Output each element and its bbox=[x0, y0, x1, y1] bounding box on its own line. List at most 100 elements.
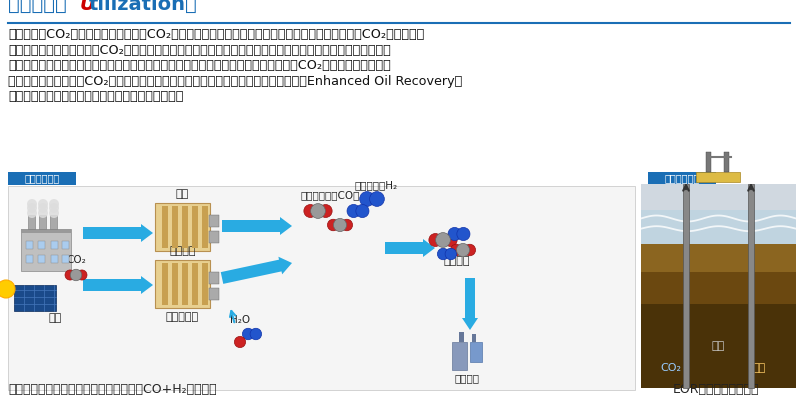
Circle shape bbox=[27, 203, 37, 213]
Bar bbox=[209, 288, 219, 300]
Text: しては、油田の油層にCO₂を圧入して、原油をより回収しやすくする石油増進回収（Enhanced Oil Recovery）: しては、油田の油層にCO₂を圧入して、原油をより回収しやすくする石油増進回収（E… bbox=[8, 74, 462, 87]
Circle shape bbox=[445, 248, 457, 260]
Bar bbox=[683, 184, 689, 388]
Circle shape bbox=[347, 204, 360, 217]
Bar bbox=[38, 255, 45, 263]
Text: ルギーを使うなど、できるだけ化石燃料を使わない方法が研究されています。また、CO₂を直接利用する例と: ルギーを使うなど、できるだけ化石燃料を使わない方法が研究されています。また、CO… bbox=[8, 59, 390, 72]
Text: H₂O: H₂O bbox=[230, 315, 250, 325]
Bar bbox=[28, 215, 35, 229]
Text: CO₂: CO₂ bbox=[66, 255, 86, 265]
Text: 変換利用の例: 変換利用の例 bbox=[24, 173, 60, 184]
FancyBboxPatch shape bbox=[8, 186, 635, 390]
Bar bbox=[209, 231, 219, 243]
Circle shape bbox=[360, 191, 374, 206]
Circle shape bbox=[49, 199, 59, 209]
Circle shape bbox=[0, 280, 15, 298]
Bar bbox=[26, 241, 33, 249]
Circle shape bbox=[234, 336, 246, 348]
Bar bbox=[162, 206, 168, 248]
Bar bbox=[192, 206, 198, 248]
FancyBboxPatch shape bbox=[648, 172, 716, 185]
Bar bbox=[472, 334, 476, 342]
Circle shape bbox=[77, 270, 87, 280]
Bar bbox=[470, 342, 482, 362]
Bar bbox=[209, 215, 219, 227]
Circle shape bbox=[310, 204, 326, 218]
Text: 資源としてCO₂を有効利用するには、CO₂を燃料やプラスチックなどに変換して利用する方法と、CO₂のまま直接: 資源としてCO₂を有効利用するには、CO₂を燃料やプラスチックなどに変換して利用… bbox=[8, 28, 424, 41]
Polygon shape bbox=[385, 239, 435, 257]
Circle shape bbox=[448, 227, 461, 241]
Bar bbox=[172, 206, 178, 248]
Bar bbox=[192, 263, 198, 305]
Circle shape bbox=[242, 328, 254, 340]
Circle shape bbox=[370, 191, 384, 206]
Bar bbox=[62, 241, 69, 249]
Bar bbox=[50, 215, 57, 229]
Bar bbox=[641, 304, 796, 388]
Text: 廃熱: 廃熱 bbox=[176, 189, 189, 199]
Polygon shape bbox=[221, 257, 292, 284]
Circle shape bbox=[38, 199, 48, 209]
Circle shape bbox=[341, 219, 353, 231]
Circle shape bbox=[429, 234, 442, 247]
Circle shape bbox=[327, 219, 339, 231]
Bar bbox=[39, 215, 46, 229]
Bar bbox=[182, 263, 188, 305]
Bar bbox=[748, 184, 754, 388]
Bar bbox=[724, 152, 729, 172]
Polygon shape bbox=[222, 217, 292, 235]
Bar bbox=[155, 260, 210, 308]
Text: への利用やドライアイスへの利用などがあります。: への利用やドライアイスへの利用などがあります。 bbox=[8, 90, 183, 103]
Text: U: U bbox=[80, 0, 96, 14]
Bar bbox=[21, 229, 71, 271]
Bar bbox=[26, 255, 33, 263]
Bar bbox=[172, 263, 178, 305]
Bar bbox=[459, 332, 464, 342]
Bar bbox=[51, 255, 58, 263]
Bar bbox=[641, 272, 796, 304]
Circle shape bbox=[319, 204, 332, 217]
Circle shape bbox=[457, 227, 470, 241]
Circle shape bbox=[250, 328, 262, 340]
Circle shape bbox=[27, 199, 37, 209]
Circle shape bbox=[450, 244, 462, 256]
Circle shape bbox=[65, 270, 75, 280]
Circle shape bbox=[444, 234, 457, 247]
Text: 化学製品: 化学製品 bbox=[454, 373, 479, 383]
Bar bbox=[696, 172, 740, 182]
Bar bbox=[202, 263, 208, 305]
Text: シンガス: シンガス bbox=[444, 256, 470, 266]
Circle shape bbox=[70, 269, 82, 281]
Text: 有効利用（: 有効利用（ bbox=[8, 0, 66, 14]
Bar bbox=[452, 342, 467, 370]
Circle shape bbox=[436, 233, 450, 247]
Circle shape bbox=[457, 243, 470, 257]
Text: 直接利用の例: 直接利用の例 bbox=[664, 173, 700, 184]
Bar bbox=[21, 229, 71, 233]
Bar bbox=[641, 184, 796, 210]
Bar bbox=[51, 241, 58, 249]
Text: 利用する方法があります。CO₂を他の物質に変換するためにはエネルギーが必要ですが、そこで再生可能エネ: 利用する方法があります。CO₂を他の物質に変換するためにはエネルギーが必要ですが… bbox=[8, 43, 390, 56]
Bar bbox=[209, 272, 219, 284]
Text: CO₂: CO₂ bbox=[661, 363, 682, 373]
Bar bbox=[202, 206, 208, 248]
Bar bbox=[706, 152, 711, 172]
Bar bbox=[14, 285, 56, 311]
Circle shape bbox=[49, 208, 59, 218]
Polygon shape bbox=[83, 224, 153, 242]
Bar bbox=[38, 241, 45, 249]
Bar bbox=[162, 263, 168, 305]
Text: 一酸化炭素（CO）: 一酸化炭素（CO） bbox=[300, 190, 360, 200]
Bar bbox=[62, 255, 69, 263]
Circle shape bbox=[38, 203, 48, 213]
Text: 人工光合成: 人工光合成 bbox=[166, 312, 199, 322]
Circle shape bbox=[27, 208, 37, 218]
Circle shape bbox=[356, 204, 369, 217]
Text: 再エネ由来H₂: 再エネ由来H₂ bbox=[354, 180, 398, 190]
Text: 油層: 油層 bbox=[712, 341, 725, 351]
Text: 化学製品や燃料の原料となるシンガス（CO+H₂）の生産: 化学製品や燃料の原料となるシンガス（CO+H₂）の生産 bbox=[8, 383, 217, 396]
Circle shape bbox=[49, 203, 59, 213]
FancyBboxPatch shape bbox=[8, 172, 76, 185]
Polygon shape bbox=[462, 278, 478, 330]
Polygon shape bbox=[83, 276, 153, 294]
